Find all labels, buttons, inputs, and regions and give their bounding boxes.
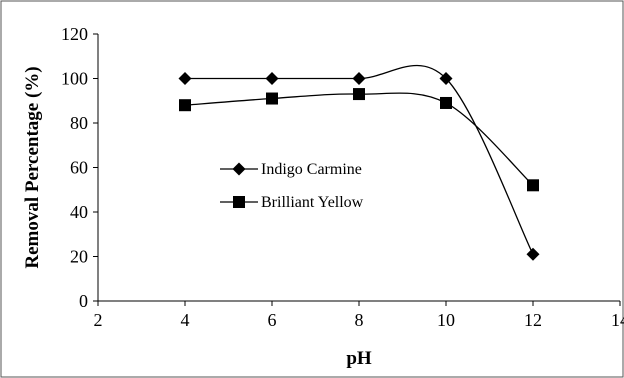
x-tick-label: 14 bbox=[611, 310, 624, 330]
y-tick-label: 120 bbox=[61, 24, 88, 44]
series-layer bbox=[178, 64, 540, 261]
legend-marker bbox=[232, 162, 246, 176]
legend-item: Indigo Carmine bbox=[220, 161, 362, 178]
data-point bbox=[178, 72, 192, 85]
x-tick-label: 8 bbox=[355, 310, 364, 330]
y-tick-label: 20 bbox=[70, 247, 88, 267]
data-point bbox=[352, 72, 366, 85]
legend-item: Brilliant Yellow bbox=[220, 194, 364, 211]
data-point bbox=[526, 247, 540, 261]
series-1 bbox=[178, 64, 540, 261]
x-tick-label: 2 bbox=[94, 310, 103, 330]
data-point bbox=[353, 88, 365, 101]
legend: Indigo Carmine Brilliant Yellow bbox=[220, 161, 364, 211]
data-point bbox=[440, 96, 452, 109]
series-2 bbox=[179, 88, 539, 192]
data-point bbox=[179, 99, 191, 112]
x-tick-label: 12 bbox=[524, 310, 542, 330]
data-point bbox=[527, 179, 539, 192]
series-line bbox=[185, 64, 534, 255]
data-point bbox=[265, 72, 279, 85]
x-axis-title: pH bbox=[346, 348, 372, 369]
y-axis-title: Removal Percentage (%) bbox=[22, 66, 43, 268]
legend-marker bbox=[233, 196, 245, 208]
axes: 0 20 40 60 80 100 120 2 4 6 8 10 12 14 bbox=[61, 24, 624, 330]
legend-label: Indigo Carmine bbox=[261, 161, 362, 178]
y-tick-label: 60 bbox=[70, 158, 88, 178]
x-tick-label: 4 bbox=[181, 310, 190, 330]
y-tick-label: 0 bbox=[79, 291, 88, 311]
legend-label: Brilliant Yellow bbox=[261, 194, 364, 211]
data-point bbox=[439, 72, 453, 85]
y-tick-label: 40 bbox=[70, 202, 88, 222]
y-tick-label: 100 bbox=[61, 69, 88, 89]
data-point bbox=[266, 92, 278, 105]
x-tick-label: 10 bbox=[437, 310, 455, 330]
x-tick-label: 6 bbox=[268, 310, 277, 330]
y-tick-label: 80 bbox=[70, 113, 88, 133]
